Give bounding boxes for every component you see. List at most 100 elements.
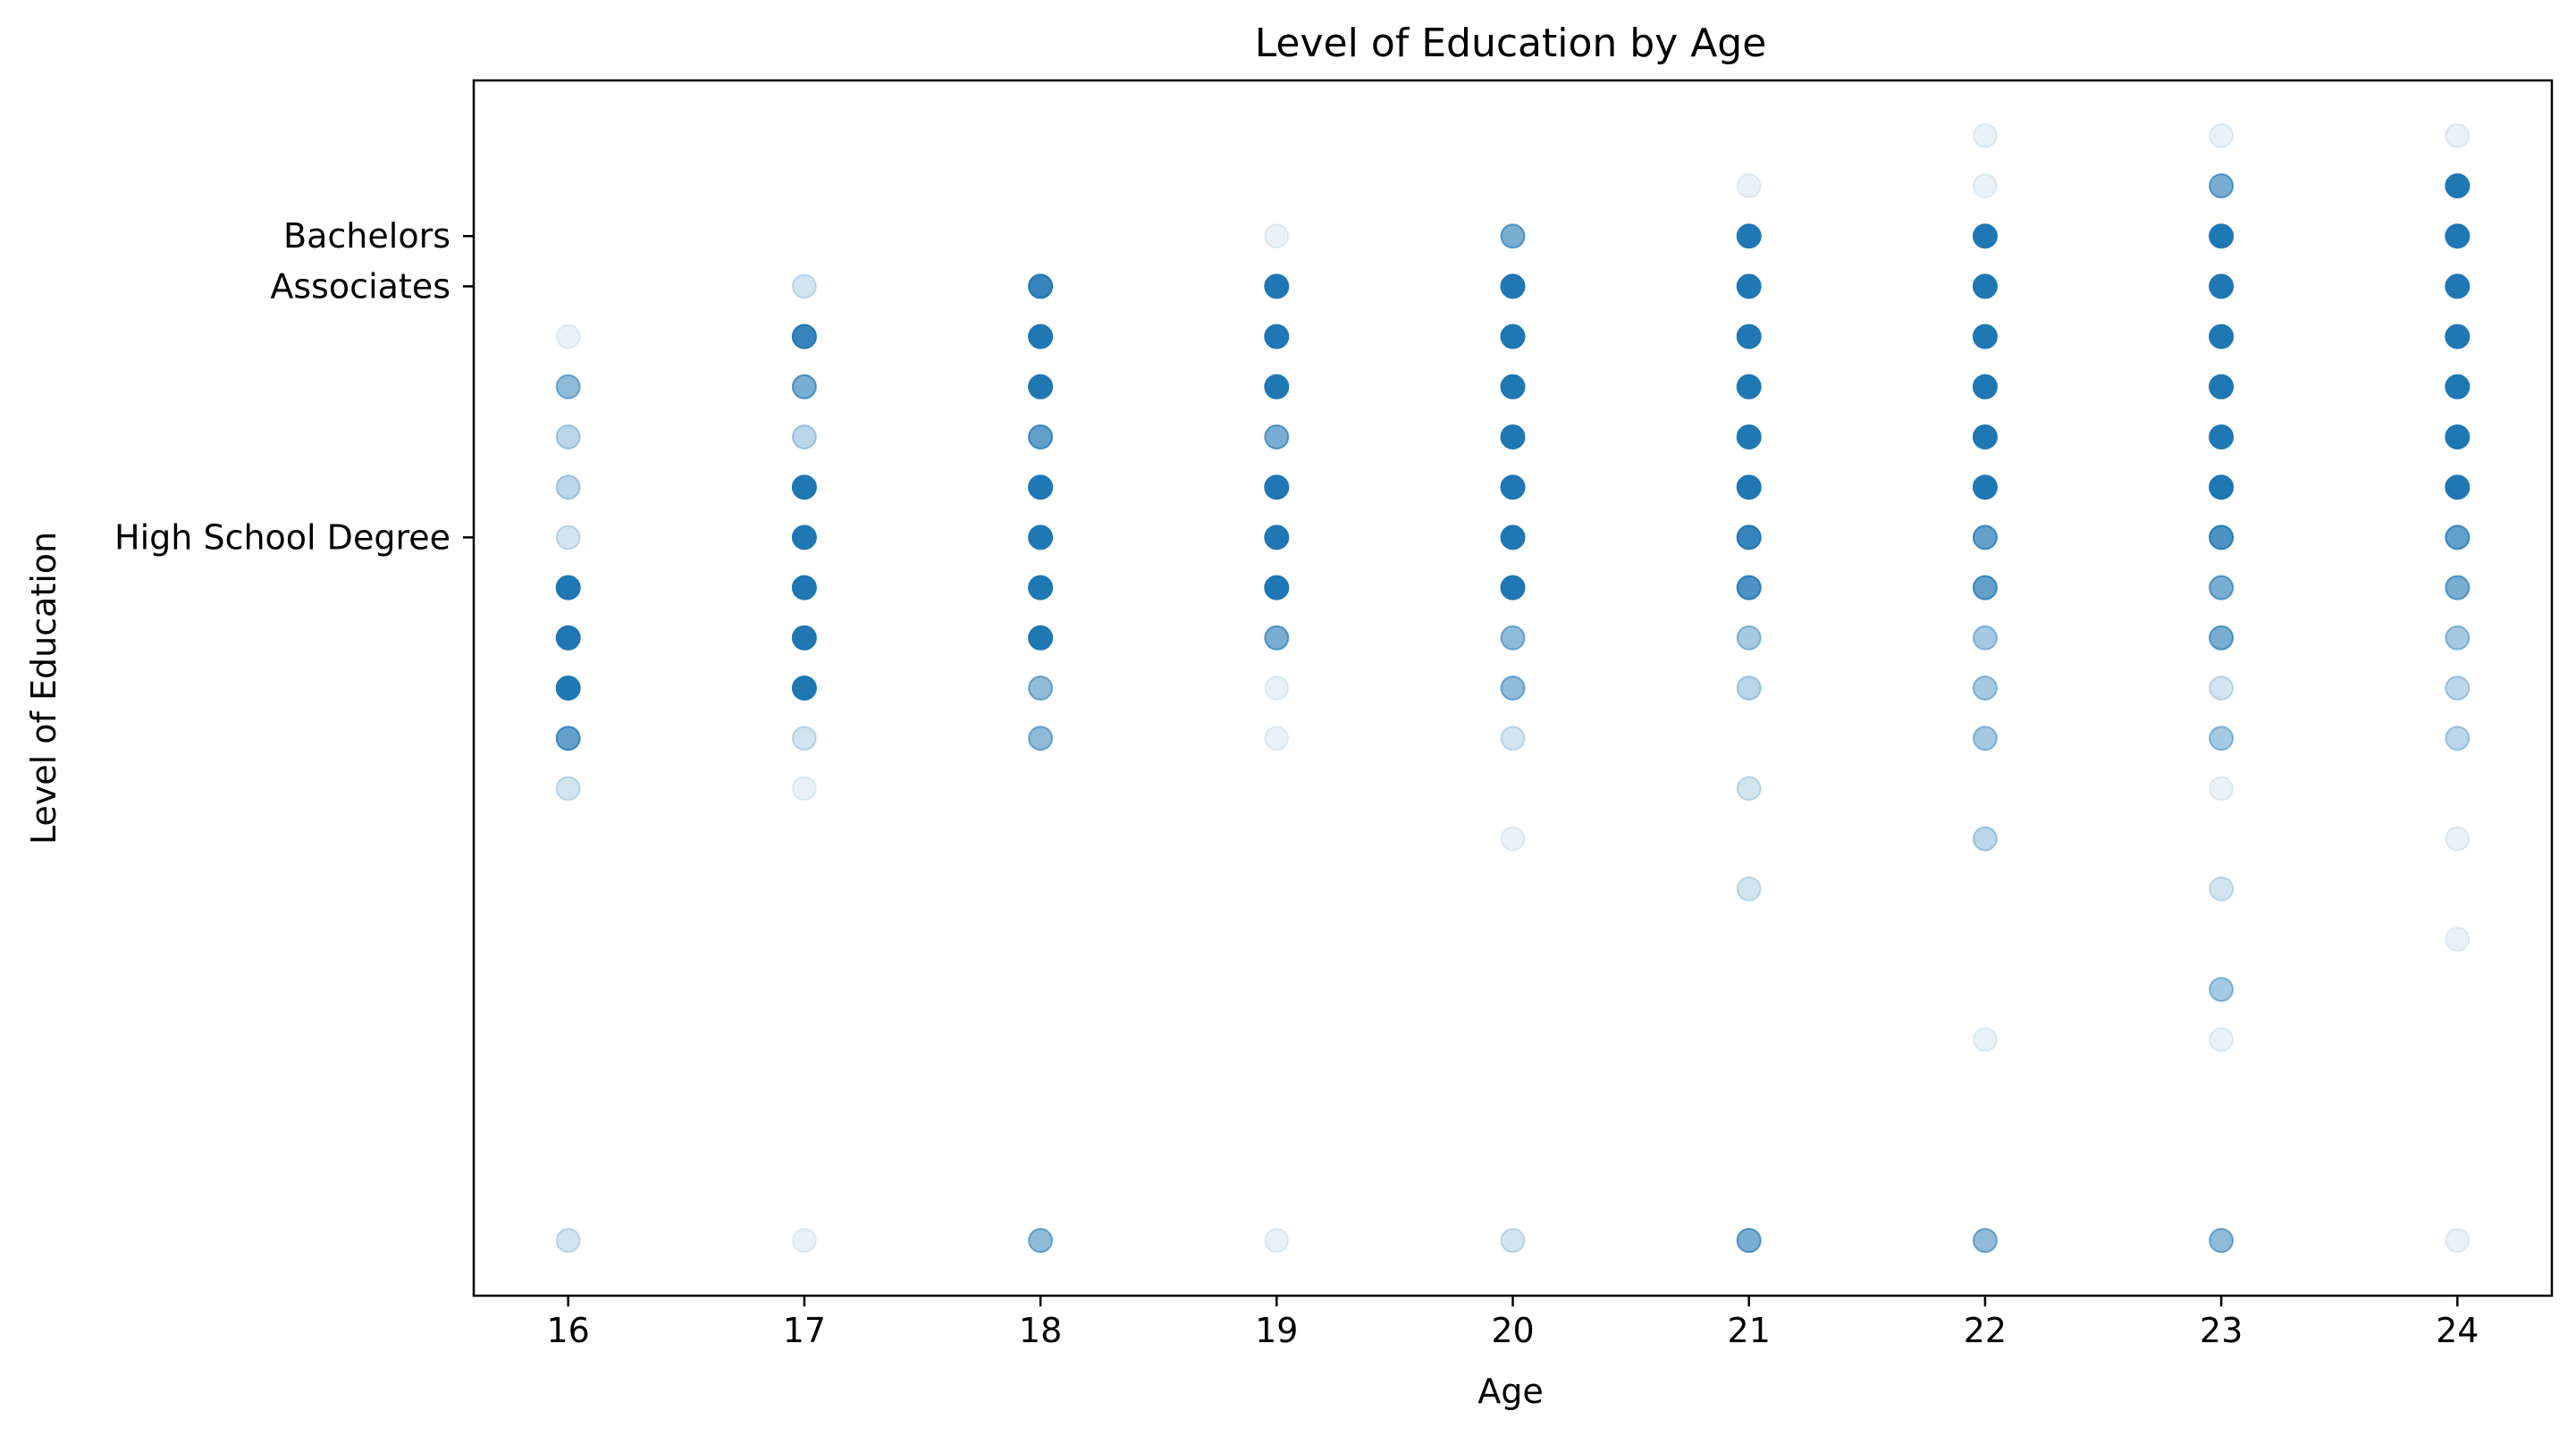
y-axis: High School Degree Associates Bachelors [114, 216, 474, 557]
y-tick-label: Associates [270, 266, 450, 306]
data-point [1736, 1228, 1762, 1254]
data-point [2445, 525, 2471, 550]
data-point [555, 424, 581, 450]
data-point [1972, 273, 1998, 299]
data-point [2209, 122, 2235, 148]
data-point [1736, 474, 1762, 500]
data-point [2445, 575, 2471, 600]
data-point [1500, 424, 1526, 450]
data-point [1264, 374, 1290, 399]
data-point [1972, 323, 1998, 349]
data-point [555, 575, 581, 600]
data-point [791, 676, 817, 701]
data-point [2209, 575, 2235, 600]
data-point [1972, 424, 1998, 450]
data-point [791, 1228, 817, 1254]
data-point [1264, 273, 1290, 299]
data-point [791, 323, 817, 349]
x-tick-label: 18 [1019, 1311, 1062, 1350]
data-point [791, 726, 817, 752]
data-point [1972, 122, 1998, 148]
data-point [1500, 676, 1526, 701]
data-point [1264, 625, 1290, 651]
data-point [791, 474, 817, 500]
data-point [1736, 424, 1762, 450]
data-point [1028, 1228, 1054, 1254]
data-point [1736, 625, 1762, 651]
data-point [1500, 223, 1526, 249]
data-point [1264, 223, 1290, 249]
data-point [791, 424, 817, 450]
data-point [791, 575, 817, 600]
data-point [555, 676, 581, 701]
data-point [2209, 173, 2235, 199]
x-tick-label: 22 [1964, 1311, 2007, 1350]
data-point [2445, 173, 2471, 199]
x-tick-label: 23 [2200, 1311, 2243, 1350]
data-point [1264, 474, 1290, 500]
data-point [791, 273, 817, 299]
data-point [1736, 374, 1762, 399]
data-point [1736, 273, 1762, 299]
data-point [1028, 726, 1054, 752]
data-point [1972, 575, 1998, 600]
data-point [2209, 726, 2235, 752]
data-point [1028, 424, 1054, 450]
data-point [2209, 424, 2235, 450]
data-point [1264, 676, 1290, 701]
data-point [2445, 826, 2471, 852]
data-point [1972, 1228, 1998, 1254]
data-point [1972, 525, 1998, 550]
data-point [1972, 1027, 1998, 1053]
chart-title: Level of Education by Age [1255, 21, 1767, 66]
data-point [2209, 323, 2235, 349]
data-point [1972, 625, 1998, 651]
data-point [791, 374, 817, 399]
data-point [1028, 575, 1054, 600]
data-point [1500, 575, 1526, 600]
y-tick-label: Bachelors [283, 216, 450, 256]
data-point [1736, 323, 1762, 349]
data-point [2209, 525, 2235, 550]
data-point [2445, 122, 2471, 148]
data-point [555, 726, 581, 752]
x-tick-label: 17 [783, 1311, 826, 1350]
data-point [1736, 223, 1762, 249]
data-point [1264, 424, 1290, 450]
data-point [2209, 374, 2235, 399]
data-point [1736, 676, 1762, 701]
data-point [2445, 926, 2471, 952]
data-point [1736, 876, 1762, 902]
data-point [555, 323, 581, 349]
data-point [2209, 1027, 2235, 1053]
data-point [1500, 374, 1526, 399]
data-point [2209, 474, 2235, 500]
data-point [1500, 826, 1526, 852]
data-point [1028, 323, 1054, 349]
data-point [555, 374, 581, 399]
data-point [1972, 474, 1998, 500]
data-point [1500, 625, 1526, 651]
x-tick-label: 16 [547, 1311, 590, 1350]
data-point [2445, 625, 2471, 651]
data-point [1028, 474, 1054, 500]
data-point [1500, 1228, 1526, 1254]
data-point [1736, 173, 1762, 199]
data-point [1264, 323, 1290, 349]
data-point [1972, 826, 1998, 852]
data-point [2445, 676, 2471, 701]
data-point [1972, 223, 1998, 249]
data-point [1972, 676, 1998, 701]
x-tick-label: 21 [1728, 1311, 1771, 1350]
data-point [2445, 1228, 2471, 1254]
data-point [1264, 525, 1290, 550]
data-point [1736, 525, 1762, 550]
data-point [1264, 1228, 1290, 1254]
y-tick-label: High School Degree [114, 517, 450, 557]
data-point [2209, 1228, 2235, 1254]
data-point [1736, 575, 1762, 600]
data-point [791, 625, 817, 651]
data-point [1028, 676, 1054, 701]
x-tick-label: 20 [1491, 1311, 1534, 1350]
